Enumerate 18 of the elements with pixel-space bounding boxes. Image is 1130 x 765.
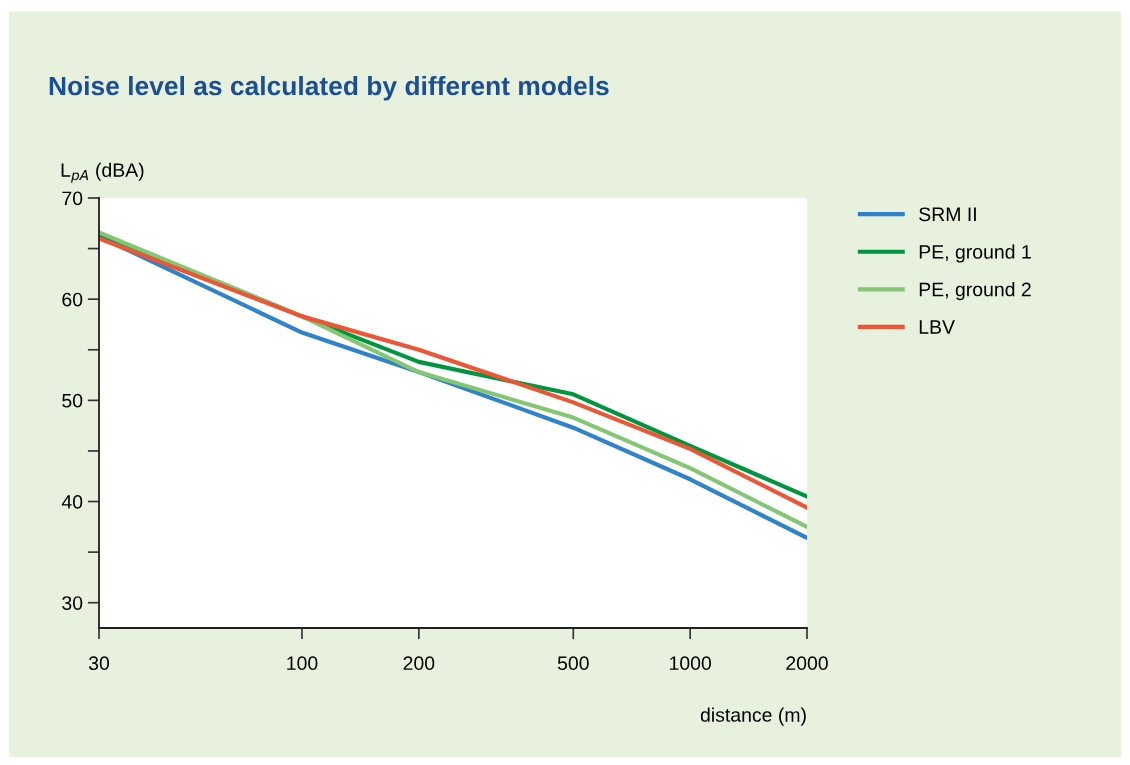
y-axis-title: L$_{pA}$ (dBA) bbox=[61, 162, 144, 183]
x-tick-label: 1000 bbox=[670, 656, 712, 671]
x-tick-label: 500 bbox=[557, 656, 589, 671]
y-tick-label: 30 bbox=[62, 596, 83, 610]
y-tick-label: 70 bbox=[62, 191, 83, 206]
legend-label: SRM II bbox=[919, 207, 976, 222]
x-tick-label: 30 bbox=[88, 656, 110, 671]
x-axis-title: distance (m) bbox=[700, 707, 806, 726]
legend-label: LBV bbox=[919, 320, 955, 334]
x-tick-label: 100 bbox=[287, 656, 318, 671]
x-tick-label: 200 bbox=[403, 656, 435, 671]
y-tick-label: 40 bbox=[61, 495, 83, 509]
y-tick-label: 50 bbox=[62, 393, 83, 408]
chart-title: Noise level as calculated by different models bbox=[49, 75, 609, 101]
y-tick-label: 60 bbox=[62, 292, 83, 307]
x-tick-label: 2000 bbox=[786, 656, 828, 671]
legend-label: PE, ground 2 bbox=[919, 282, 1031, 301]
legend-label: PE, ground 1 bbox=[919, 244, 1031, 263]
